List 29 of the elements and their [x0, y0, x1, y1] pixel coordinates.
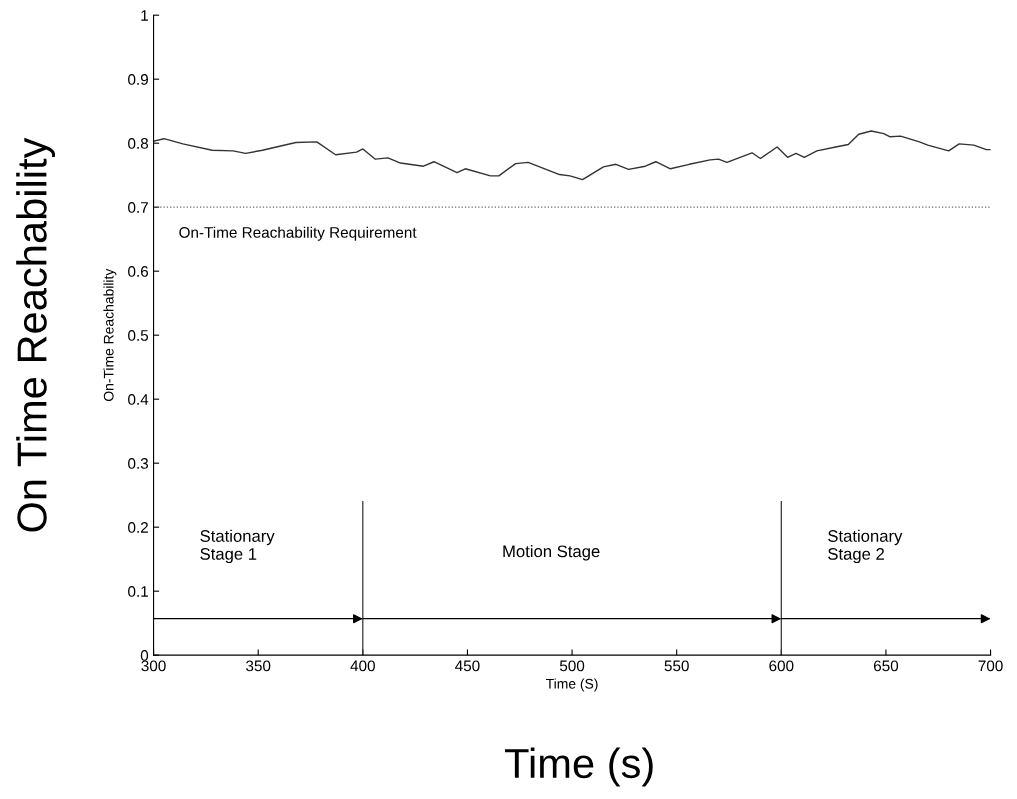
y-tick-label: 0.8	[128, 138, 149, 149]
annotation: Motion Stage	[503, 545, 600, 561]
y-tick-label: 1	[141, 10, 148, 21]
y-tick-label: 0.1	[128, 586, 148, 597]
x-tick-label: 350	[246, 660, 271, 672]
y-axis-title: On-Time Reachability	[103, 268, 117, 402]
x-tick-label: 450	[455, 660, 480, 672]
ref-line-label: On-Time Reachability Requirement	[179, 226, 417, 241]
y-tick-label: 0.4	[128, 394, 149, 405]
x-tick-label: 400	[350, 660, 375, 672]
annotation: Stationary Stage 2	[828, 529, 903, 564]
y-tick-label: 0.6	[128, 266, 149, 277]
y-tick-label: 0.9	[128, 74, 148, 85]
x-tick-label: 700	[978, 660, 1003, 672]
text: Time (s)	[505, 747, 653, 787]
x-tick-label: 550	[664, 660, 689, 672]
text: On Time Reachability	[16, 137, 56, 532]
annotation: Stationary Stage 1	[200, 529, 275, 564]
x-tick-label: 500	[559, 660, 585, 672]
y-tick-label: 0.3	[128, 458, 149, 469]
x-axis-title: Time (S)	[546, 678, 598, 692]
y-tick-label: 0.5	[128, 330, 149, 341]
y-tick-label: 0.2	[128, 522, 148, 533]
x-tick-label: 650	[873, 660, 899, 672]
x-tick-label: 600	[769, 660, 794, 672]
x-tick-label: 300	[141, 660, 166, 672]
line-series	[153, 130, 991, 181]
y-tick-label: 0	[140, 650, 149, 661]
y-tick-label: 0.7	[128, 202, 148, 213]
